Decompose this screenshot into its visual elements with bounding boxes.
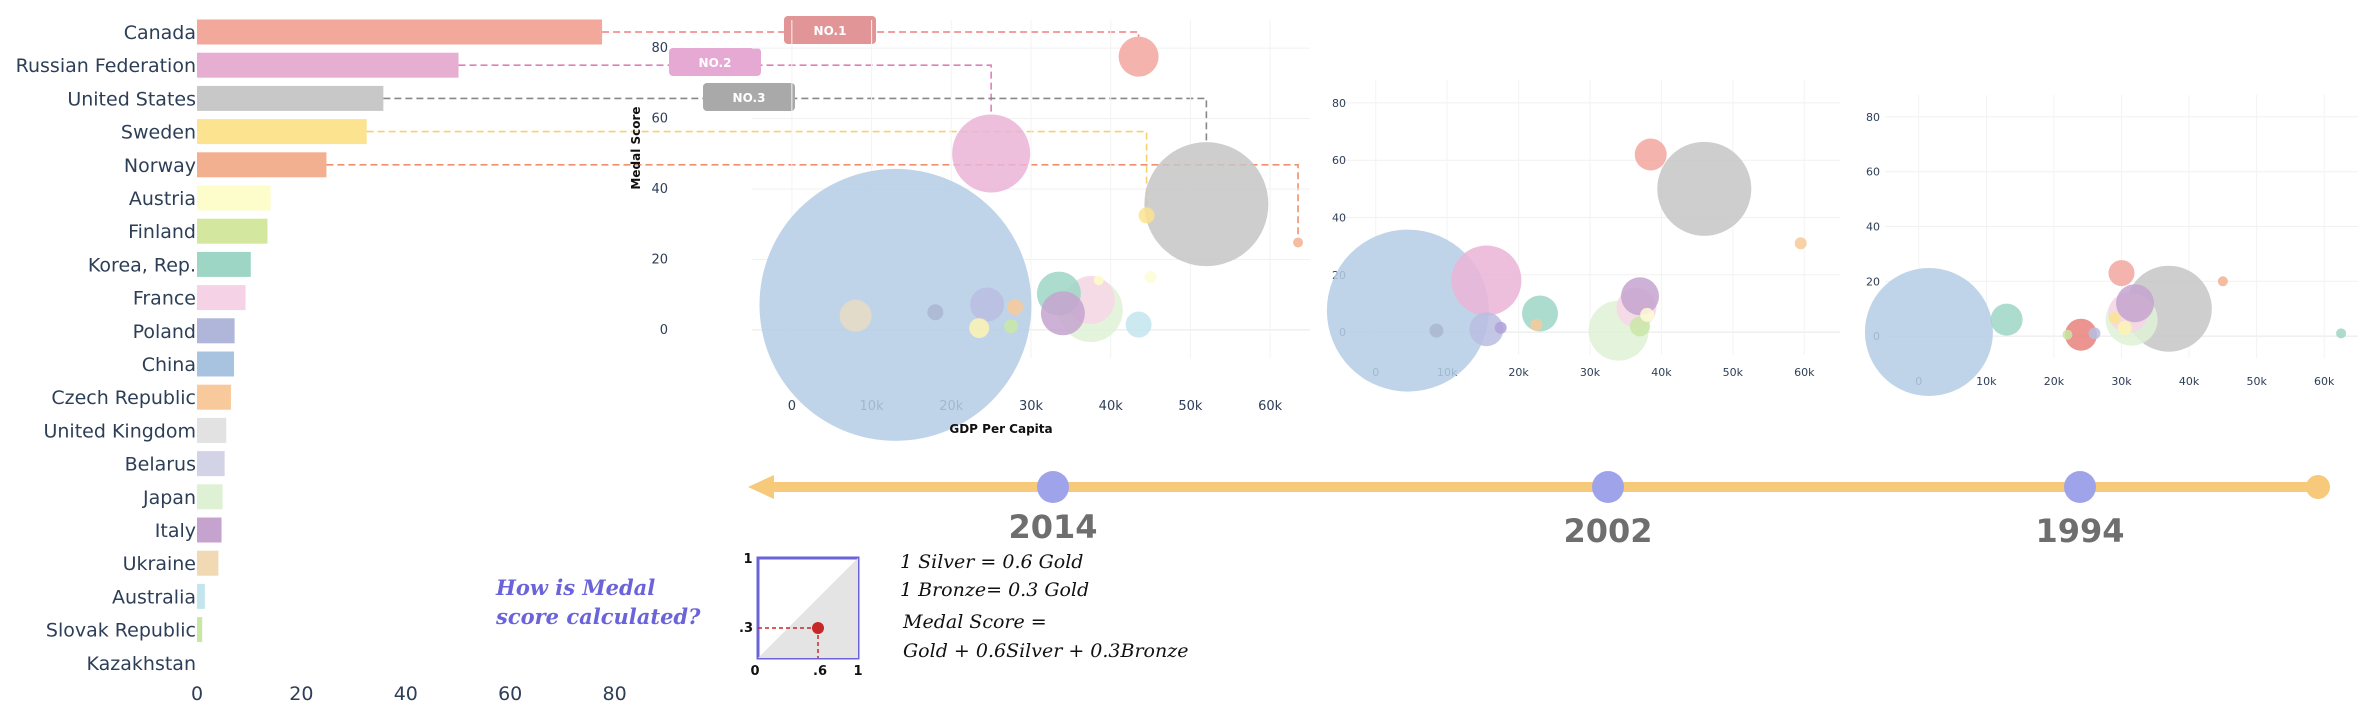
bar-category-label: Russian Federation	[16, 55, 196, 77]
bar-category-label: France	[133, 288, 196, 310]
bar-category-label: Austria	[129, 188, 196, 210]
bar-category-label: United States	[67, 88, 196, 110]
bar-category-label: Poland	[133, 321, 196, 343]
bar-category-label: Korea, Rep.	[88, 254, 196, 276]
bar-3	[197, 119, 367, 145]
bar-category-label: United Kingdom	[43, 420, 196, 442]
bar-x-tick: 40	[394, 683, 418, 705]
bar-14	[197, 484, 223, 510]
bar-category-label: Australia	[112, 586, 196, 608]
bar-7	[197, 251, 251, 277]
bar-4	[197, 152, 327, 178]
bar-6	[197, 218, 268, 244]
bar-11	[197, 384, 231, 410]
bar-18	[197, 617, 203, 643]
bar-category-label: Japan	[142, 487, 196, 509]
bar-category-label: Italy	[155, 520, 196, 542]
bar-10	[197, 351, 235, 377]
bar-19	[197, 650, 199, 676]
bar-15	[197, 517, 222, 543]
bar-16	[197, 550, 219, 576]
bar-x-tick: 0	[191, 683, 203, 705]
bar-category-label: Sweden	[121, 122, 196, 144]
leader-line-2	[383, 97, 1208, 143]
bar-2	[197, 85, 384, 111]
bar-17	[197, 583, 205, 609]
bar-9	[197, 318, 235, 344]
bar-category-label: Slovak Republic	[46, 620, 196, 642]
bar-category-label: China	[142, 354, 196, 376]
bar-category-label: Kazakhstan	[87, 653, 196, 675]
bar-8	[197, 285, 246, 311]
bar-13	[197, 451, 225, 477]
rank-badge-2	[669, 48, 761, 76]
bar-category-label: Finland	[128, 221, 196, 243]
rank-badge-1	[784, 16, 876, 44]
rank-badge-label: NO.1	[814, 24, 847, 38]
bar-0	[197, 19, 603, 45]
bar-category-label: Norway	[124, 155, 196, 177]
bar-x-tick: 20	[289, 683, 313, 705]
leader-line-3	[366, 130, 1148, 208]
bar-category-label: Belarus	[125, 454, 196, 476]
bar-category-label: Czech Republic	[51, 387, 196, 409]
bar-x-tick: 80	[603, 683, 627, 705]
bar-5	[197, 185, 271, 211]
leader-line-0	[602, 31, 1140, 37]
leader-line-4	[326, 164, 1299, 238]
rank-badge-label: NO.3	[733, 91, 766, 105]
bar-category-label: Ukraine	[123, 553, 196, 575]
rank-badge-3	[703, 83, 795, 111]
bar-1	[197, 52, 459, 78]
bar-12	[197, 417, 227, 443]
rank-badge-label: NO.2	[699, 56, 732, 70]
bar-x-tick: 60	[498, 683, 522, 705]
bar-category-label: Canada	[124, 22, 196, 44]
